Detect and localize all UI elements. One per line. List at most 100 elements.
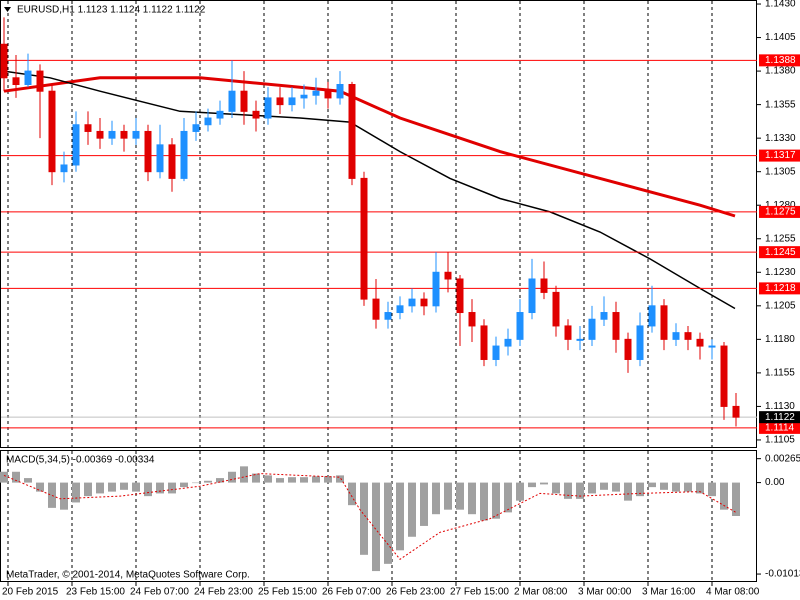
macd-bar — [288, 477, 296, 483]
candle-body — [60, 164, 68, 173]
level-label: 1.1388 — [765, 55, 796, 66]
copyright: MetaTrader, © 2001-2014, MetaQuotes Soft… — [6, 570, 250, 581]
macd-bar — [612, 482, 620, 492]
candle-body — [576, 338, 584, 341]
candle-body — [288, 97, 296, 106]
x-tick-label: 4 Mar 08:00 — [706, 587, 760, 598]
candle-body — [48, 90, 56, 173]
candle-body — [240, 90, 248, 112]
macd-bar — [84, 482, 92, 497]
candle-body — [612, 312, 620, 340]
macd-bar — [444, 482, 452, 510]
candle-body — [276, 97, 284, 106]
candle-body — [648, 305, 656, 327]
y-tick-label: -0.01013 — [765, 569, 800, 580]
macd-bar — [36, 482, 44, 492]
candle-body — [732, 405, 740, 418]
macd-header: MACD(5,34,5) -0.00369 -0.00334 — [6, 455, 155, 466]
macd-panel-frame — [0, 450, 757, 582]
level-label-box — [759, 149, 800, 162]
candle-body — [156, 144, 164, 173]
macd-bar — [0, 471, 8, 483]
macd-bar — [672, 482, 680, 492]
macd-bar — [516, 482, 524, 501]
candle-body — [132, 130, 140, 139]
candle-body — [504, 338, 512, 347]
macd-bar — [240, 466, 248, 483]
macd-bar — [624, 482, 632, 501]
candle-body — [660, 305, 668, 340]
candle-body — [420, 298, 428, 307]
macd-bar — [180, 482, 188, 488]
y-tick-label: 1.1430 — [765, 0, 796, 10]
candle-body — [600, 312, 608, 320]
y-tick-label: 0.00 — [765, 477, 785, 488]
macd-bar — [696, 482, 704, 494]
y-tick-label: 1.1205 — [765, 300, 796, 311]
level-label-box — [759, 205, 800, 218]
macd-bar — [360, 482, 368, 555]
macd-bar — [276, 478, 284, 483]
candle-body — [720, 345, 728, 407]
candle-body — [12, 77, 20, 86]
candle-body — [300, 94, 308, 99]
candle-body — [0, 43, 8, 79]
macd-bar — [372, 482, 380, 572]
x-tick-label: 26 Feb 07:00 — [322, 587, 381, 598]
candle-body — [372, 298, 380, 320]
macd-bar — [732, 482, 740, 516]
macd-bar — [204, 480, 212, 483]
y-tick-label: 1.1280 — [765, 200, 796, 211]
candle-body — [84, 124, 92, 132]
x-tick-label: 24 Feb 07:00 — [130, 587, 189, 598]
candle-body — [384, 312, 392, 320]
candle-body — [588, 318, 596, 340]
macd-bar — [708, 482, 716, 497]
macd-bar — [216, 478, 224, 483]
candle-body — [468, 312, 476, 327]
macd-bar — [120, 482, 128, 490]
candle-body — [456, 278, 464, 314]
level-label-box — [759, 54, 800, 67]
x-tick-label: 24 Feb 23:00 — [194, 587, 253, 598]
level-label-box — [759, 421, 800, 434]
y-tick-label: 1.1380 — [765, 66, 796, 77]
candle-body — [396, 305, 404, 314]
macd-bar — [60, 482, 68, 510]
macd-bar — [132, 482, 140, 492]
macd-bar — [408, 482, 416, 537]
macd-bar — [456, 482, 464, 510]
candle-body — [624, 338, 632, 360]
candle-body — [24, 70, 32, 86]
macd-bar — [264, 475, 272, 483]
candle-body — [348, 84, 356, 179]
macd-bar — [540, 482, 548, 485]
moving-average — [3, 70, 736, 310]
macd-bar — [636, 482, 644, 497]
candle-body — [492, 345, 500, 360]
candle-body — [636, 325, 644, 360]
candle-body — [252, 110, 260, 119]
last-price-label: 1.1122 — [765, 412, 795, 423]
macd-bar — [156, 482, 164, 494]
macd-bar — [24, 478, 32, 483]
x-tick-label: 26 Feb 23:00 — [386, 587, 445, 598]
y-tick-label: 1.1330 — [765, 133, 796, 144]
candle-body — [144, 130, 152, 173]
y-tick-label: 1.1405 — [765, 32, 796, 43]
macd-bar — [588, 482, 596, 494]
macd-bar — [720, 482, 728, 510]
candle-body — [72, 124, 80, 166]
macd-bar — [192, 482, 200, 484]
candle-body — [360, 177, 368, 300]
candle-body — [36, 70, 44, 92]
x-tick-label: 27 Feb 15:00 — [450, 587, 509, 598]
level-label: 1.1275 — [765, 207, 796, 218]
macd-bar — [228, 471, 236, 483]
signal-line — [3, 473, 737, 560]
level-label-box — [759, 246, 800, 259]
candle-body — [180, 130, 188, 179]
candle-body — [408, 298, 416, 307]
candle-body — [528, 278, 536, 314]
